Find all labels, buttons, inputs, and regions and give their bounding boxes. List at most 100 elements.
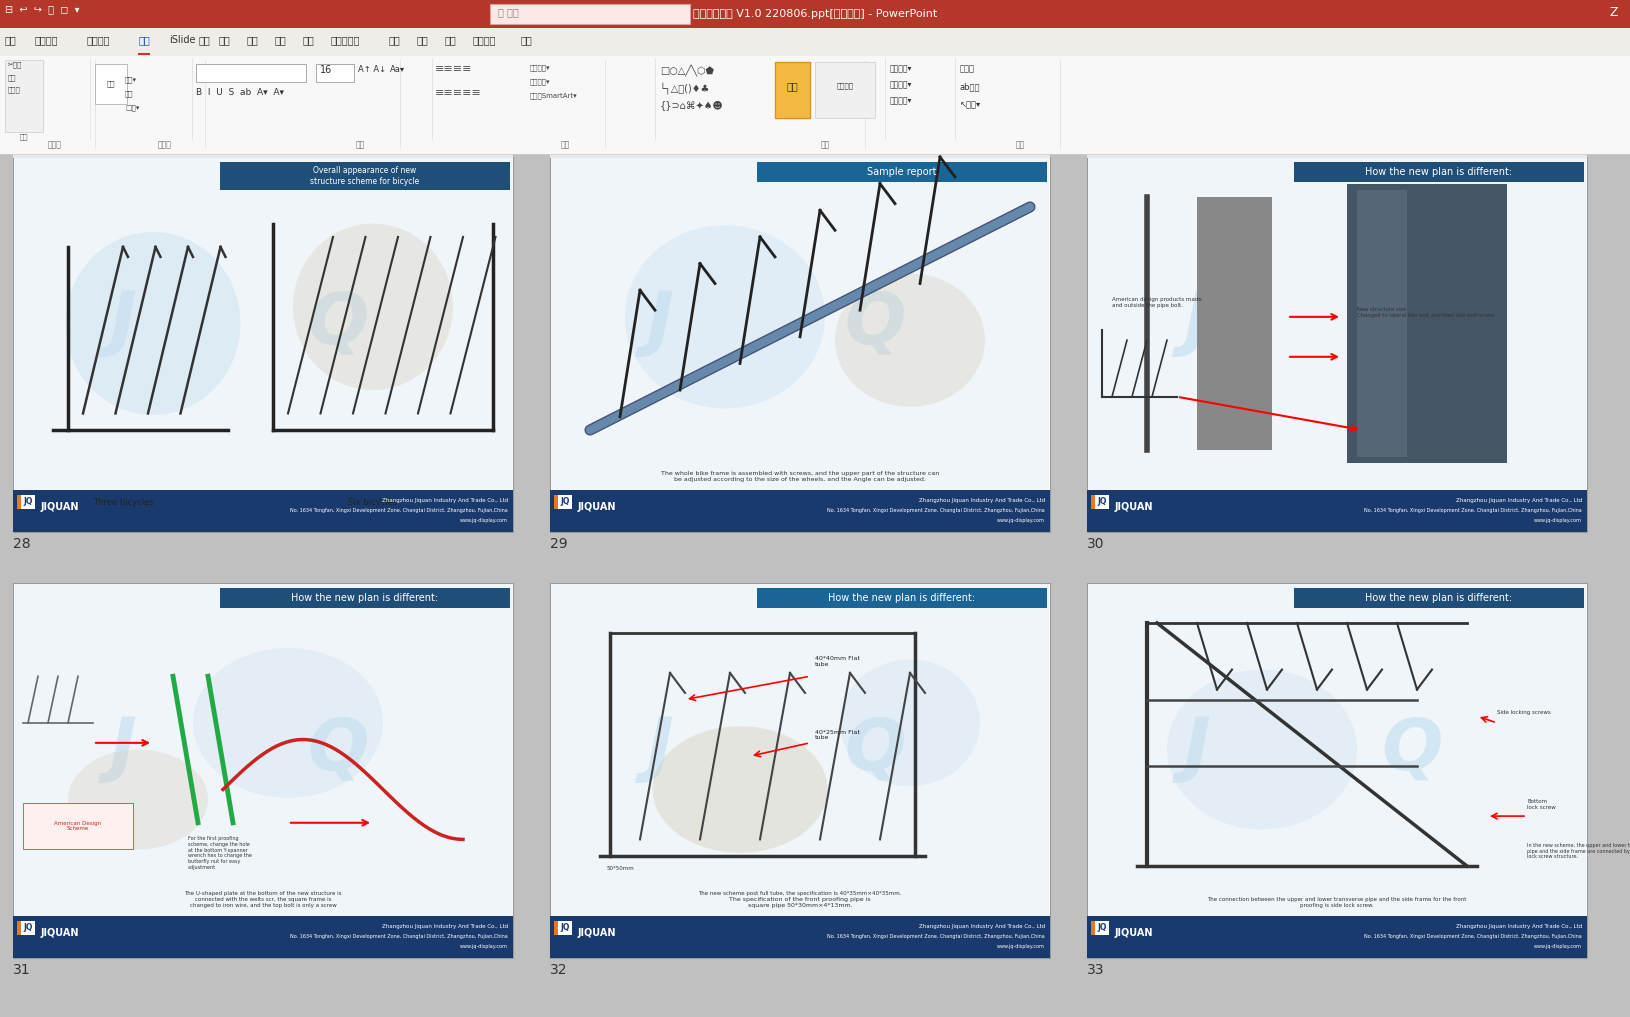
Ellipse shape bbox=[624, 225, 825, 409]
Text: 形状填充▾: 形状填充▾ bbox=[890, 64, 913, 73]
Bar bbox=[1087, 490, 1588, 532]
Bar bbox=[774, 62, 810, 118]
Text: No. 1634 Tongfan, Xingxi Development Zone, Changtai District, Zhangzhou, Fujian,: No. 1634 Tongfan, Xingxi Development Zon… bbox=[828, 508, 1045, 513]
Text: American design products made
and outside the pipe bolt.: American design products made and outsid… bbox=[1112, 297, 1201, 308]
Text: JQ: JQ bbox=[561, 497, 570, 506]
Text: Zhangzhou Jiquan Industry And Trade Co., Ltd: Zhangzhou Jiquan Industry And Trade Co.,… bbox=[381, 498, 509, 503]
Text: JIQUAN: JIQUAN bbox=[41, 502, 80, 512]
Text: Z: Z bbox=[1610, 6, 1619, 19]
Bar bbox=[815, 62, 875, 118]
Ellipse shape bbox=[1167, 669, 1358, 830]
Text: 开始: 开始 bbox=[139, 35, 150, 45]
Text: 文字方向▾: 文字方向▾ bbox=[530, 64, 551, 70]
Bar bbox=[549, 490, 1050, 532]
Text: 集全报告模版 V1.0 220806.ppt[兼容模式] - PowerPoint: 集全报告模版 V1.0 220806.ppt[兼容模式] - PowerPoin… bbox=[693, 9, 937, 19]
Text: 视图: 视图 bbox=[417, 35, 429, 45]
Text: 31: 31 bbox=[13, 963, 31, 977]
Text: 段落: 段落 bbox=[561, 140, 569, 149]
Text: 效率专家: 效率专家 bbox=[86, 35, 111, 45]
Text: The whole bike frame is assembled with screws, and the upper part of the structu: The whole bike frame is assembled with s… bbox=[660, 471, 939, 482]
Text: The connection between the upper and lower transverse pipe and the side frame fo: The connection between the upper and low… bbox=[1208, 897, 1467, 908]
Bar bbox=[0, 28, 1630, 56]
Text: No. 1634 Tongfan, Xingxi Development Zone, Changtai District, Zhangzhou, Fujian,: No. 1634 Tongfan, Xingxi Development Zon… bbox=[290, 934, 509, 939]
Text: ≡≡≡≡: ≡≡≡≡ bbox=[435, 64, 473, 74]
Bar bbox=[557, 495, 572, 508]
Text: No. 1634 Tongfan, Xingxi Development Zone, Changtai District, Zhangzhou, Fujian,: No. 1634 Tongfan, Xingxi Development Zon… bbox=[1364, 508, 1583, 513]
Text: 字体: 字体 bbox=[355, 140, 365, 149]
Bar bbox=[1087, 158, 1586, 490]
Text: No. 1634 Tongfan, Xingxi Development Zone, Changtai District, Zhangzhou, Fujian,: No. 1634 Tongfan, Xingxi Development Zon… bbox=[828, 934, 1045, 939]
Bar bbox=[1087, 584, 1586, 916]
Text: iSlide: iSlide bbox=[170, 35, 196, 45]
Text: 录制: 录制 bbox=[445, 35, 456, 45]
Text: 格式刷: 格式刷 bbox=[8, 86, 21, 93]
Bar bbox=[21, 921, 34, 935]
Bar bbox=[95, 64, 127, 104]
Text: JIQUAN: JIQUAN bbox=[1115, 928, 1154, 938]
Text: www.jq-display.com: www.jq-display.com bbox=[998, 518, 1045, 523]
Text: 文件: 文件 bbox=[5, 35, 16, 45]
Text: How the new plan is different:: How the new plan is different: bbox=[1366, 593, 1513, 603]
Bar bbox=[1087, 916, 1588, 958]
Bar bbox=[549, 583, 1050, 958]
Text: Q: Q bbox=[1381, 715, 1443, 784]
Text: 开发工具: 开发工具 bbox=[473, 35, 497, 45]
Text: Bottom
lock screw: Bottom lock screw bbox=[1527, 799, 1555, 811]
Text: J: J bbox=[647, 289, 673, 358]
Text: 32: 32 bbox=[549, 963, 567, 977]
Bar bbox=[554, 495, 572, 508]
Text: Three bicycles: Three bicycles bbox=[93, 498, 153, 507]
Text: www.jq-display.com: www.jq-display.com bbox=[998, 944, 1045, 949]
Ellipse shape bbox=[652, 726, 828, 852]
Bar bbox=[16, 495, 34, 508]
Bar bbox=[13, 157, 513, 532]
Text: 形状轮廓▾: 形状轮廓▾ bbox=[890, 80, 913, 89]
Text: The specification of the front proofing pipe is
square pipe 50*30mm×4*13mm.: The specification of the front proofing … bbox=[729, 897, 870, 908]
Text: How the new plan is different:: How the new plan is different: bbox=[1366, 167, 1513, 177]
Bar bbox=[551, 158, 1050, 490]
Text: J: J bbox=[647, 715, 673, 784]
Ellipse shape bbox=[835, 274, 985, 407]
Text: 29: 29 bbox=[549, 537, 567, 551]
Text: Zhangzhou Jiquan Industry And Trade Co., Ltd: Zhangzhou Jiquan Industry And Trade Co.,… bbox=[1456, 924, 1583, 929]
Text: The U-shaped plate at the bottom of the new structure is
connected with the welt: The U-shaped plate at the bottom of the … bbox=[184, 891, 342, 908]
Text: JQ: JQ bbox=[23, 923, 33, 933]
Text: www.jq-display.com: www.jq-display.com bbox=[460, 518, 509, 523]
Bar bbox=[557, 921, 572, 935]
Text: 50*50mm: 50*50mm bbox=[606, 866, 634, 871]
Ellipse shape bbox=[68, 750, 209, 849]
Text: ≡≡≡≡≡: ≡≡≡≡≡ bbox=[435, 88, 482, 98]
Bar bbox=[1087, 583, 1588, 958]
Text: 插入: 插入 bbox=[199, 35, 210, 45]
Bar bbox=[1087, 157, 1588, 532]
Text: 🔍查找: 🔍查找 bbox=[960, 64, 975, 73]
Text: 幻灯片放映: 幻灯片放映 bbox=[331, 35, 360, 45]
Text: JIQUAN: JIQUAN bbox=[41, 928, 80, 938]
Bar bbox=[16, 921, 34, 935]
Text: Q: Q bbox=[844, 289, 906, 358]
Text: 快捷面板: 快捷面板 bbox=[34, 35, 59, 45]
Text: 幻灯片: 幻灯片 bbox=[158, 140, 171, 149]
Ellipse shape bbox=[839, 660, 980, 786]
Text: 排列: 排列 bbox=[786, 81, 797, 91]
Bar bbox=[13, 916, 513, 958]
Text: 剪贴板: 剪贴板 bbox=[47, 140, 62, 149]
Text: 形状效果▾: 形状效果▾ bbox=[890, 96, 913, 105]
Text: Q: Q bbox=[1381, 289, 1443, 358]
Text: 40*40mm Flat
tube: 40*40mm Flat tube bbox=[815, 656, 861, 667]
Bar bbox=[1294, 162, 1584, 182]
Text: No. 1634 Tongfan, Xingxi Development Zone, Changtai District, Zhangzhou, Fujian,: No. 1634 Tongfan, Xingxi Development Zon… bbox=[290, 508, 509, 513]
Text: Q: Q bbox=[308, 289, 368, 358]
Bar bbox=[1090, 921, 1108, 935]
Text: Zhangzhou Jiquan Industry And Trade Co., Ltd: Zhangzhou Jiquan Industry And Trade Co.,… bbox=[1456, 498, 1583, 503]
Text: ✂剪切: ✂剪切 bbox=[8, 61, 23, 67]
Text: {}⊃⌂⌘✦♠☻: {}⊃⌂⌘✦♠☻ bbox=[660, 100, 724, 110]
Text: J: J bbox=[109, 289, 137, 358]
Text: Six bicycles: Six bicycles bbox=[349, 498, 398, 507]
Text: 设计: 设计 bbox=[248, 35, 259, 45]
Bar bbox=[549, 916, 1050, 958]
Text: 🔍 搜索: 🔍 搜索 bbox=[499, 7, 518, 17]
Text: Overall appearance of new
structure scheme for bicycle: Overall appearance of new structure sche… bbox=[310, 167, 419, 186]
Text: 快速样式: 快速样式 bbox=[836, 82, 854, 89]
Text: J: J bbox=[1183, 715, 1211, 784]
